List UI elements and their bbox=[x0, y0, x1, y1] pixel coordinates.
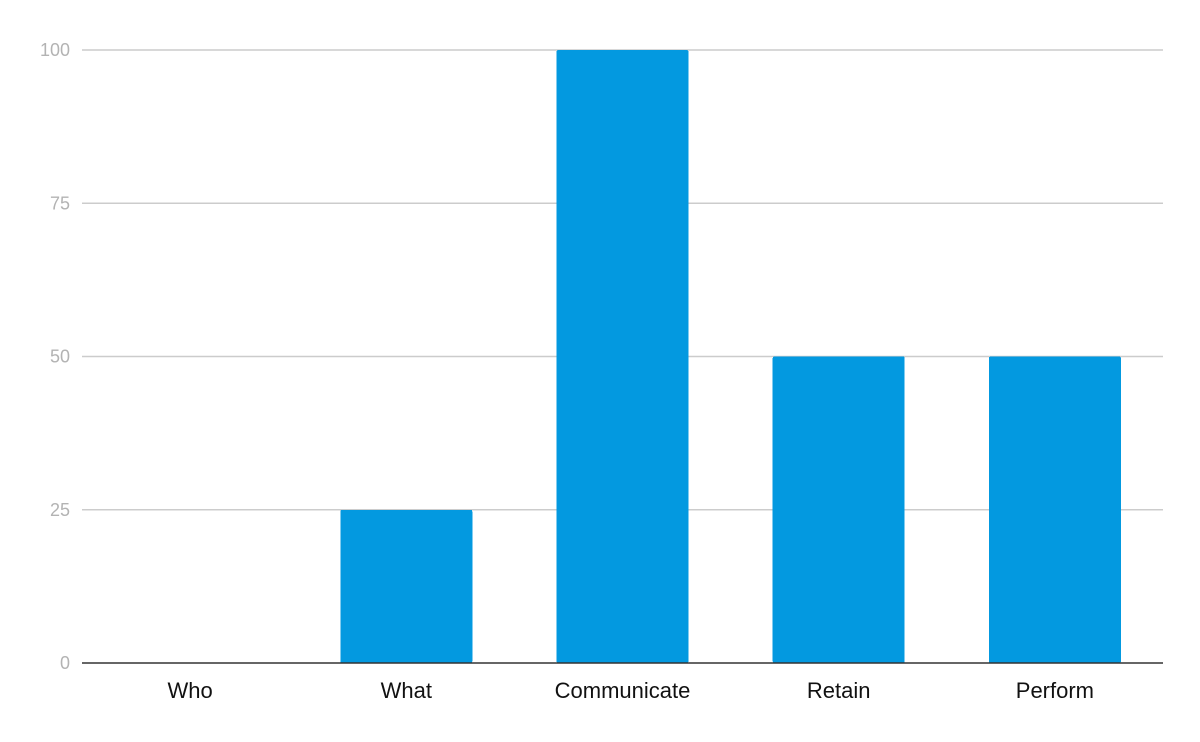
y-tick-label: 0 bbox=[60, 653, 70, 673]
bar-retain bbox=[772, 356, 905, 663]
y-axis-labels: 0 25 50 75 100 bbox=[40, 40, 70, 673]
x-tick-label: Retain bbox=[807, 678, 871, 703]
bar-communicate bbox=[556, 50, 689, 663]
y-tick-label: 75 bbox=[50, 193, 70, 213]
x-tick-label: Who bbox=[167, 678, 212, 703]
y-tick-label: 100 bbox=[40, 40, 70, 60]
x-axis-labels: Who What Communicate Retain Perform bbox=[167, 678, 1094, 703]
y-tick-label: 25 bbox=[50, 500, 70, 520]
bar-perform bbox=[988, 356, 1121, 663]
x-tick-label: What bbox=[381, 678, 432, 703]
bars bbox=[340, 50, 1121, 663]
y-tick-label: 50 bbox=[50, 347, 70, 367]
x-tick-label: Perform bbox=[1016, 678, 1094, 703]
bar-what bbox=[340, 509, 473, 663]
x-tick-label: Communicate bbox=[555, 678, 691, 703]
